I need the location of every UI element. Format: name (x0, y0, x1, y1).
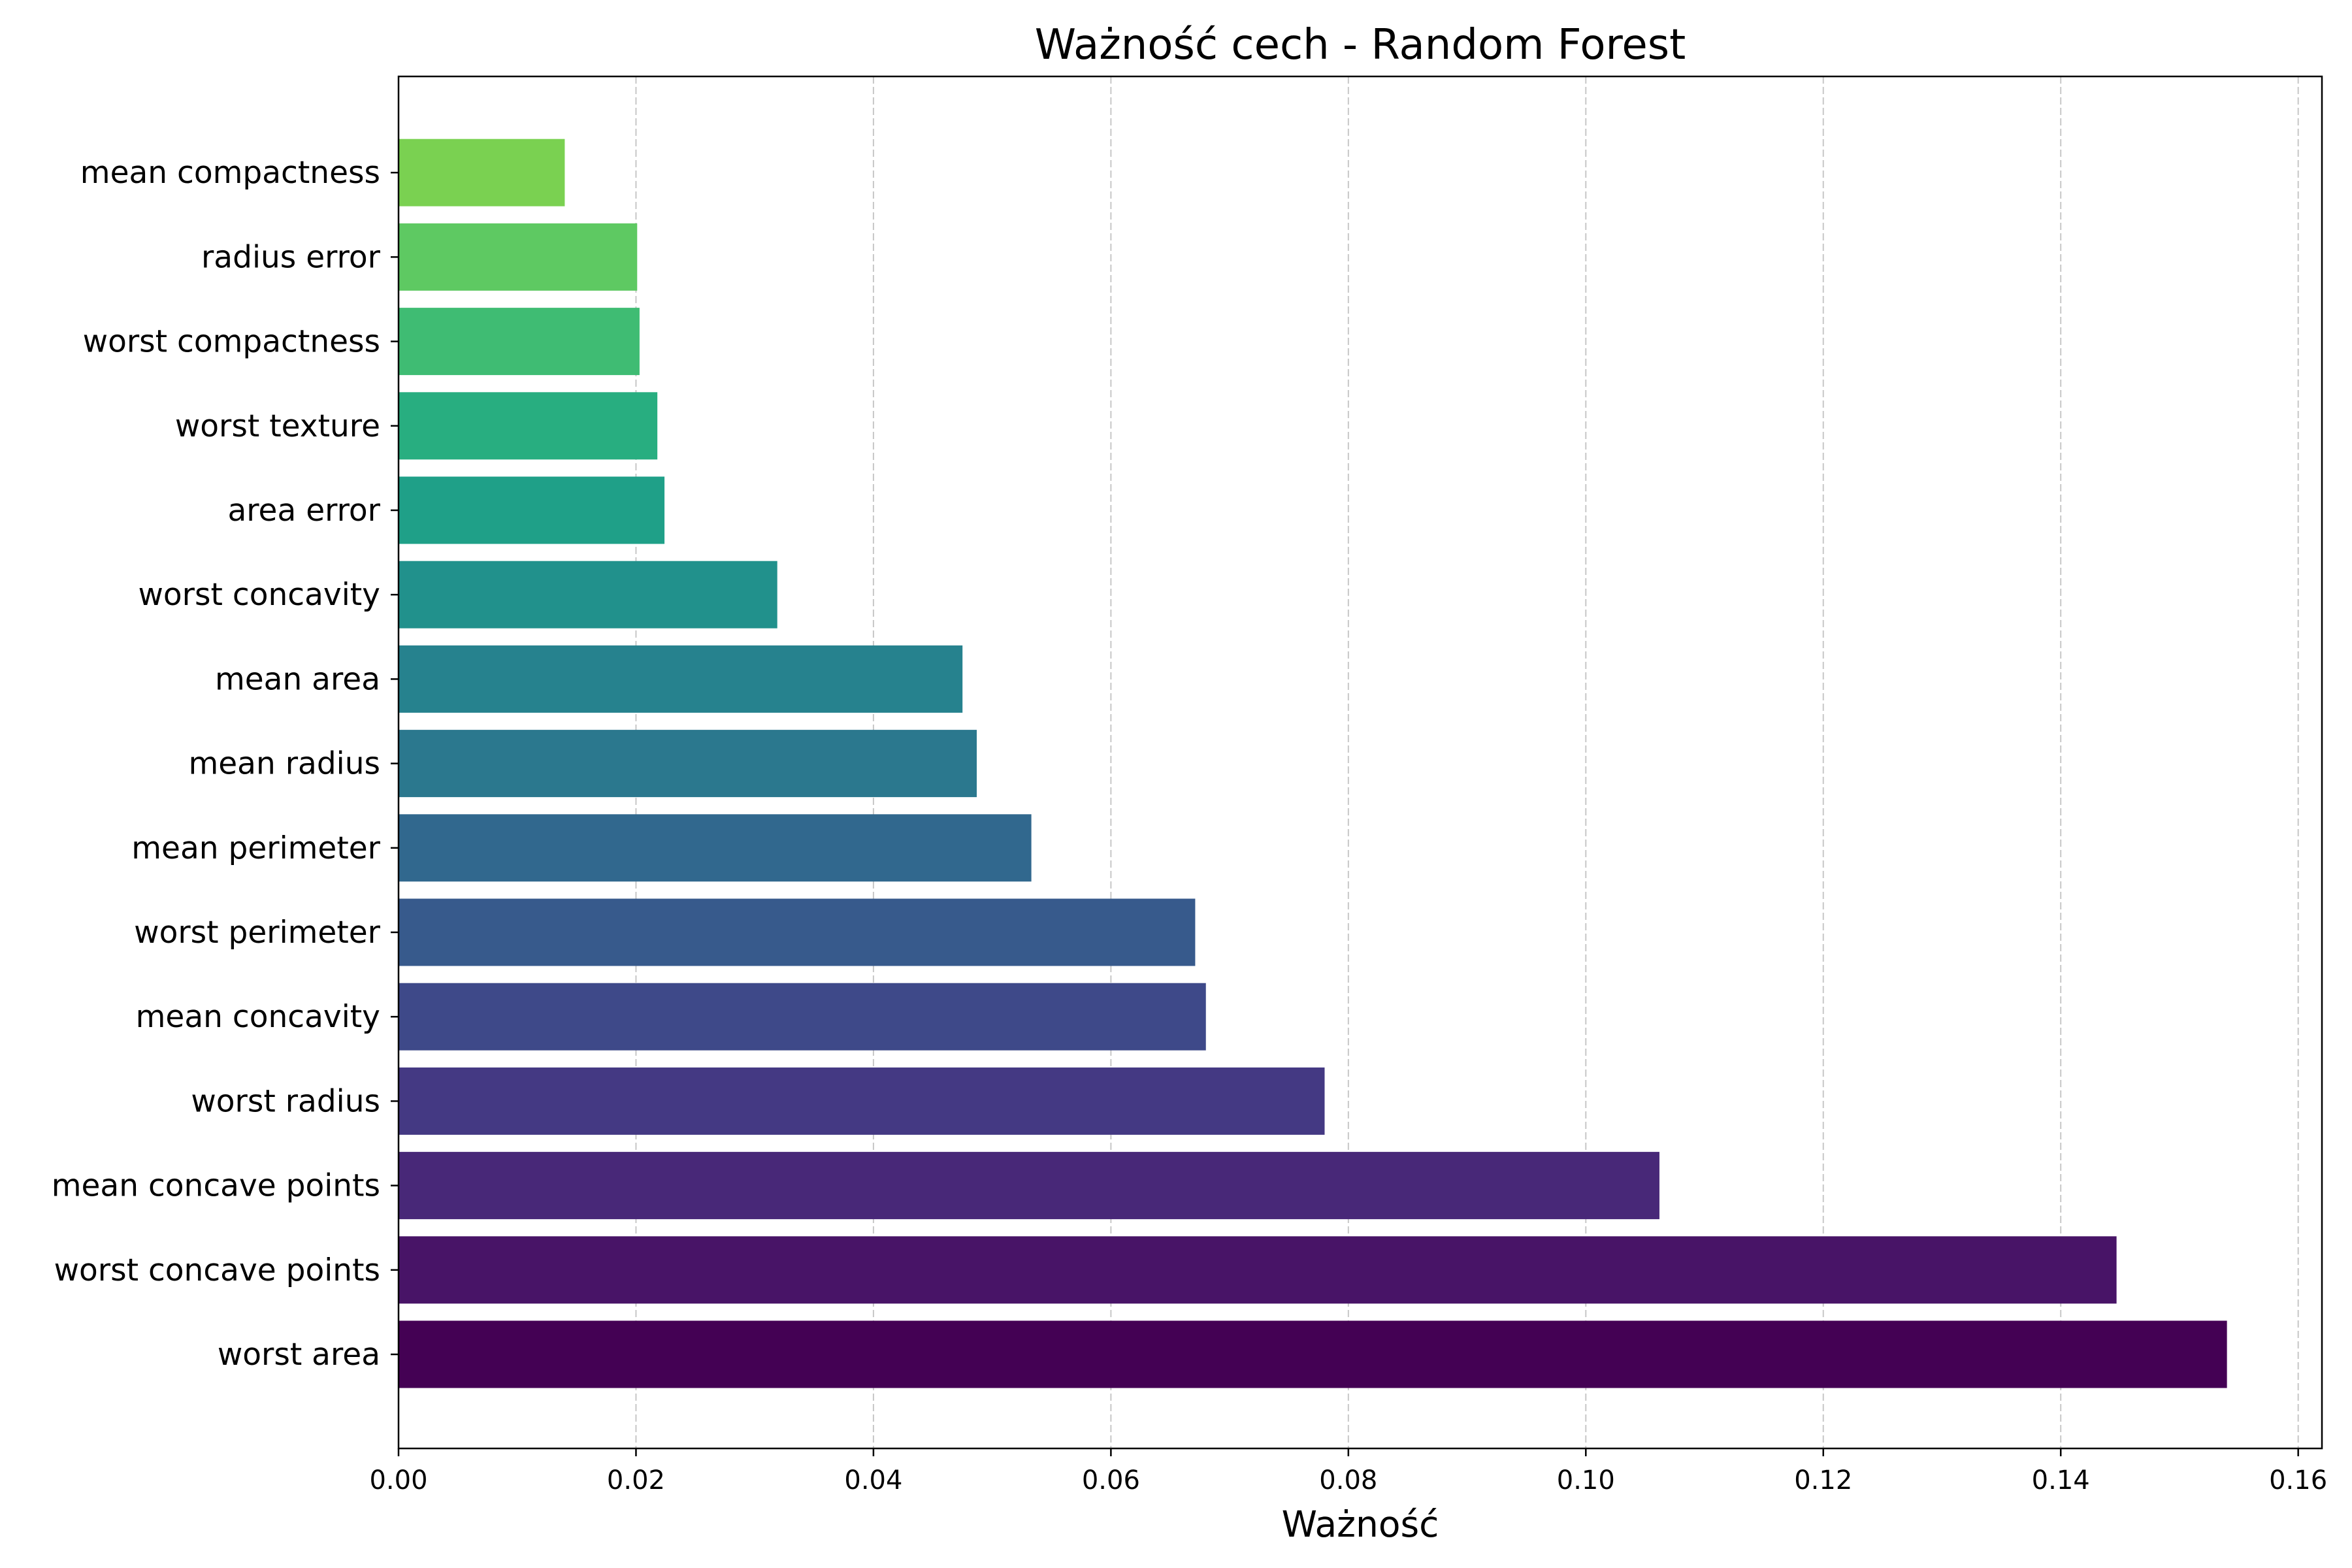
y-tick-label: worst perimeter (134, 915, 381, 951)
x-tick-label: 0.08 (1319, 1465, 1377, 1495)
y-tick-label: worst area (218, 1337, 380, 1373)
bar (399, 223, 638, 291)
y-tick-label: mean radius (188, 746, 380, 782)
bar (399, 983, 1206, 1051)
y-tick-label: area error (227, 493, 380, 529)
y-tick-label: worst compactness (83, 324, 380, 360)
y-tick-label: mean area (215, 661, 380, 697)
x-tick-label: 0.02 (607, 1465, 665, 1495)
y-tick-label: mean compactness (80, 155, 380, 191)
y-tick-label: worst texture (175, 408, 380, 444)
x-tick-label: 0.16 (2269, 1465, 2327, 1495)
y-tick-label: mean concave points (52, 1168, 380, 1204)
y-tick-label: mean concavity (136, 999, 380, 1035)
bar (399, 1320, 2227, 1388)
bar (399, 1236, 2117, 1304)
bars (399, 139, 2227, 1388)
y-tick-label: worst concavity (138, 577, 380, 613)
y-tick-label: worst radius (191, 1083, 380, 1119)
bar (399, 476, 665, 544)
y-tick-label: mean perimeter (131, 830, 380, 866)
bar (399, 1067, 1325, 1135)
x-tick-label: 0.04 (844, 1465, 902, 1495)
plot-frame (397, 75, 2323, 1450)
chart-title: Ważność cech - Random Forest (1035, 21, 1686, 69)
y-tick-label: radius error (201, 239, 381, 275)
bar (399, 561, 777, 629)
x-axis-ticks: 0.00 0.02 0.04 0.06 0.08 0.10 0.12 0.14 0.16 (369, 1448, 2327, 1495)
y-axis-ticks: worst area worst concave points mean conca… (52, 155, 399, 1373)
x-tick-label: 0.00 (369, 1465, 427, 1495)
bar (399, 1152, 1659, 1220)
bar (399, 308, 640, 376)
x-tick-label: 0.06 (1082, 1465, 1140, 1495)
x-tick-label: 0.12 (1794, 1465, 1852, 1495)
x-tick-label: 0.14 (2032, 1465, 2090, 1495)
bar (399, 814, 1032, 882)
bar (399, 139, 565, 206)
bar (399, 392, 658, 460)
y-tick-label: worst concave points (54, 1252, 380, 1288)
bar (399, 730, 977, 798)
bar (399, 645, 963, 713)
x-axis-label: Ważność (1282, 1503, 1439, 1545)
bar (399, 898, 1196, 966)
x-tick-label: 0.10 (1557, 1465, 1615, 1495)
